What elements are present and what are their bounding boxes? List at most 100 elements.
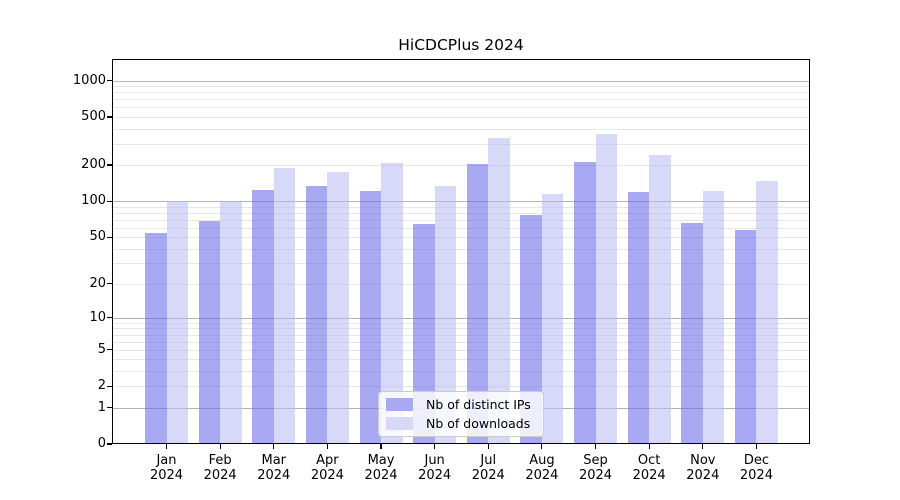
bar-ips-aug-2024	[520, 214, 542, 444]
x-tick-label-mar-2024: Mar 2024	[257, 453, 291, 483]
gridline-minor-7	[112, 334, 810, 336]
gridline-minor-90	[112, 206, 810, 208]
legend-swatch-downloads	[386, 417, 413, 431]
chart-title: HiCDCPlus 2024	[398, 36, 524, 54]
bar-ips-oct-2024	[627, 191, 650, 444]
y-tick-label-200: 200	[81, 157, 106, 173]
gridline-minor-600	[112, 107, 810, 109]
bar-downloads-may-2024	[381, 162, 403, 444]
bar-ips-apr-2024	[305, 185, 328, 444]
legend-item-downloads: Nb of downloads	[386, 416, 543, 431]
y-tick-label-50: 50	[89, 229, 106, 245]
x-tick-label-apr-2024: Apr 2024	[310, 453, 344, 483]
bar-ips-dec-2024	[734, 230, 757, 444]
y-tick-label-0: 0	[97, 436, 106, 451]
gridline-minor-2	[112, 386, 810, 388]
x-tick-mark-jun	[434, 444, 436, 449]
x-tick-mark-dec	[755, 444, 758, 449]
y-tick-mark-2	[107, 385, 112, 387]
y-tick-label-5: 5	[97, 341, 106, 357]
plot-area	[112, 59, 810, 444]
gridline-minor-9	[112, 322, 810, 324]
x-tick-mark-jul	[487, 444, 489, 449]
x-tick-label-jun-2024: Jun 2024	[418, 453, 452, 483]
y-tick-mark-20	[107, 283, 112, 285]
bar-downloads-nov-2024	[702, 190, 725, 444]
bar-downloads-oct-2024	[649, 154, 671, 444]
gridline-major-10	[112, 317, 810, 319]
x-tick-label-sep-2024: Sep 2024	[578, 453, 613, 483]
gridline-minor-4	[112, 359, 810, 361]
x-tick-label-nov-2024: Nov 2024	[686, 453, 720, 483]
y-tick-mark-1	[107, 406, 112, 409]
x-tick-mark-aug	[541, 444, 543, 449]
y-tick-mark-50	[107, 236, 112, 238]
bar-downloads-apr-2024	[327, 171, 349, 444]
x-tick-mark-may	[380, 444, 382, 449]
y-tick-mark-10	[107, 317, 112, 319]
bar-downloads-dec-2024	[756, 180, 778, 444]
gridline-minor-30	[112, 263, 810, 265]
x-tick-label-oct-2024: Oct 2024	[632, 453, 666, 483]
y-tick-mark-1000	[107, 80, 112, 82]
gridline-minor-500	[112, 117, 810, 119]
bar-ips-jul-2024	[466, 163, 489, 444]
y-tick-label-20: 20	[89, 275, 106, 291]
gridline-minor-3	[112, 371, 810, 373]
bar-downloads-jun-2024	[434, 185, 457, 444]
gridline-minor-8	[112, 328, 810, 330]
x-tick-label-may-2024: May 2024	[364, 453, 398, 483]
bar-downloads-mar-2024	[273, 167, 296, 444]
bar-downloads-feb-2024	[220, 202, 242, 444]
y-tick-mark-500	[107, 116, 112, 118]
gridline-major-1000	[112, 80, 810, 82]
gridline-minor-900	[112, 86, 810, 88]
gridline-minor-40	[112, 248, 810, 250]
bar-ips-may-2024	[359, 191, 382, 444]
gridline-minor-300	[112, 143, 810, 145]
x-tick-label-dec-2024: Dec 2024	[739, 453, 773, 483]
x-tick-mark-jan	[165, 444, 168, 449]
gridline-minor-50	[112, 237, 810, 239]
x-tick-label-jan-2024: Jan 2024	[149, 453, 184, 483]
gridline-major-100	[112, 201, 810, 203]
bar-downloads-sep-2024	[595, 134, 618, 444]
bar-ips-jun-2024	[413, 223, 435, 444]
bar-downloads-jul-2024	[488, 138, 510, 444]
y-tick-mark-200	[107, 164, 112, 166]
x-tick-mark-mar	[273, 444, 275, 449]
gridline-minor-6	[112, 341, 810, 343]
y-tick-label-1000: 1000	[72, 72, 106, 88]
legend-label-downloads: Nb of downloads	[426, 416, 531, 432]
legend-label-ips: Nb of distinct IPs	[426, 396, 531, 412]
x-tick-mark-feb	[219, 444, 221, 449]
x-tick-mark-nov	[702, 444, 704, 449]
gridline-minor-200	[112, 165, 810, 167]
x-tick-mark-sep	[594, 444, 597, 449]
y-tick-mark-0	[107, 443, 112, 445]
x-tick-label-feb-2024: Feb 2024	[203, 453, 237, 483]
y-tick-mark-5	[107, 349, 112, 351]
gridline-minor-5	[112, 349, 810, 351]
bar-ips-feb-2024	[198, 220, 221, 444]
y-tick-label-2: 2	[97, 378, 106, 394]
x-tick-label-jul-2024: Jul 2024	[471, 453, 505, 483]
legend-item-ips: Nb of distinct IPs	[386, 397, 543, 412]
y-tick-label-1: 1	[97, 399, 106, 415]
bar-downloads-aug-2024	[541, 193, 564, 444]
bar-ips-nov-2024	[681, 222, 703, 444]
legend-swatch-ips	[386, 397, 413, 411]
gridline-minor-400	[112, 128, 810, 130]
y-tick-mark-100	[107, 200, 112, 202]
gridline-minor-80	[112, 212, 810, 214]
y-tick-label-100: 100	[81, 193, 106, 209]
x-tick-label-aug-2024: Aug 2024	[525, 453, 559, 483]
legend: Nb of distinct IPs Nb of downloads	[378, 391, 544, 437]
bar-ips-jan-2024	[145, 233, 167, 444]
x-tick-mark-apr	[326, 444, 328, 449]
x-tick-mark-oct	[648, 444, 650, 449]
gridline-minor-800	[112, 92, 810, 94]
gridline-minor-60	[112, 227, 810, 229]
gridline-minor-20	[112, 283, 810, 285]
